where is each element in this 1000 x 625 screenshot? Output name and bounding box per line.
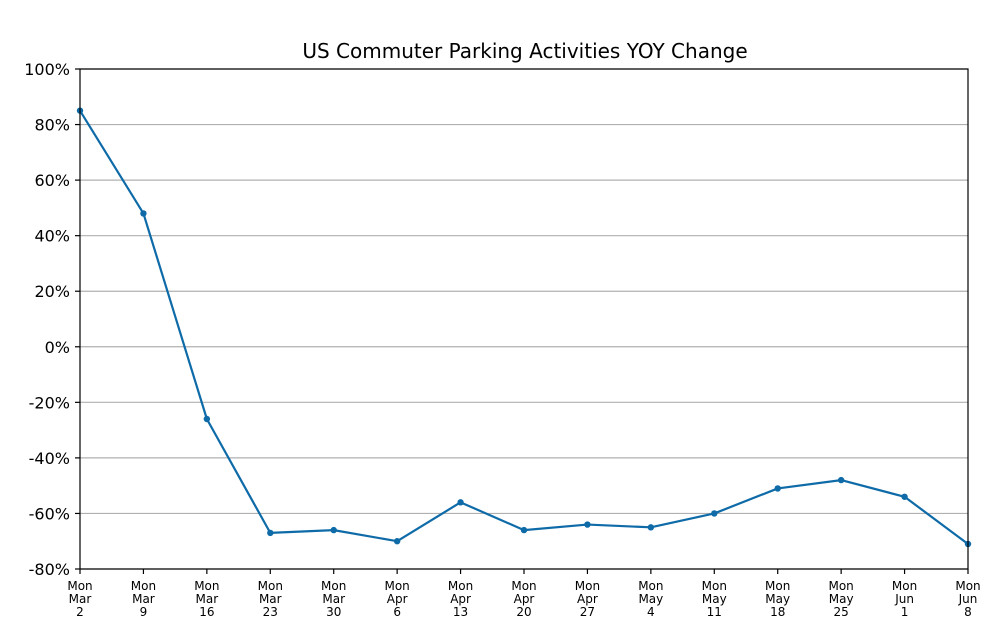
data-point	[711, 510, 718, 517]
series-line	[79, 110, 969, 545]
data-point	[457, 499, 464, 506]
x-tick-label: Mon May 18	[765, 579, 790, 619]
data-point	[520, 526, 528, 534]
y-tick-label: 100%	[24, 60, 70, 79]
x-tick-label: Mon Apr 6	[384, 579, 409, 619]
y-tick-label: -80%	[29, 560, 70, 579]
x-tick-label: Mon May 25	[828, 579, 853, 619]
gridlines	[80, 68, 968, 570]
x-tick-label: Mon Jun 8	[955, 579, 980, 619]
y-tick-label: 0%	[45, 338, 70, 357]
x-tick-label: Mon May 4	[638, 579, 663, 619]
x-tick-label: Mon Mar 23	[258, 579, 283, 619]
data-point	[203, 415, 211, 423]
x-tick-label: Mon Jun 1	[892, 579, 917, 619]
data-point	[837, 476, 845, 484]
y-tick-label: -20%	[29, 393, 70, 412]
y-tick-label: 60%	[34, 171, 70, 190]
plot-frame	[79, 68, 969, 570]
x-tick-label: Mon Mar 9	[131, 579, 156, 619]
x-tick-label: Mon Apr 20	[511, 579, 536, 619]
x-axis-ticks: Mon Mar 2 Mon Mar 9 Mon Mar 16 Mon Mar 23 Mon Mar 30 Mo…	[67, 569, 981, 619]
y-tick-label: 80%	[34, 116, 70, 135]
y-axis-ticks: -80% -60% -40% -20% 0% 20% 40% 60% 80% 100%	[24, 60, 80, 579]
y-tick-label: -40%	[29, 449, 70, 468]
chart-title: US Commuter Parking Activities YOY Chang…	[302, 39, 747, 63]
data-point	[584, 521, 591, 528]
x-tick-label: Mon Apr 13	[448, 579, 473, 619]
x-tick-label: Mon Apr 27	[575, 579, 600, 619]
data-point	[774, 485, 781, 492]
data-point	[140, 210, 147, 217]
data-point	[901, 493, 908, 500]
x-tick-label: Mon Mar 16	[194, 579, 219, 619]
x-tick-label: Mon Mar 30	[321, 579, 346, 619]
y-tick-label: 20%	[34, 282, 70, 301]
data-point	[330, 526, 337, 534]
x-tick-label: Mon May 11	[702, 579, 727, 619]
x-tick-label: Mon Mar 2	[67, 579, 92, 619]
data-point	[647, 524, 655, 531]
series	[76, 107, 972, 548]
y-tick-label: -60%	[29, 504, 70, 523]
data-point	[393, 538, 401, 545]
data-point	[267, 529, 274, 537]
y-tick-label: 40%	[34, 227, 70, 246]
